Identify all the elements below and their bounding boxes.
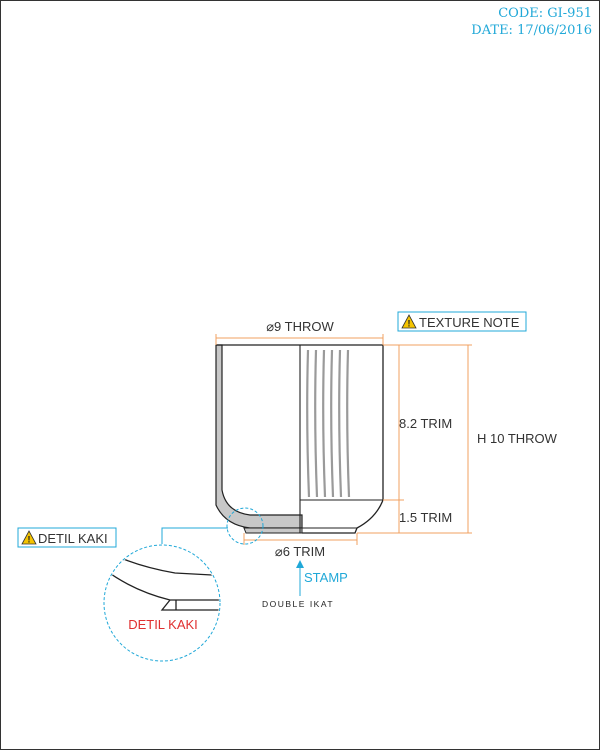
- cup-profile: [215, 344, 384, 534]
- drawing-date: DATE: 17/06/2016: [471, 23, 592, 38]
- texture-note-label: TEXTURE NOTE: [419, 315, 520, 330]
- warning-icon: [401, 314, 417, 329]
- warning-icon: [21, 530, 37, 545]
- drawing-code: CODE: GI-951: [498, 6, 592, 21]
- detail-callout: ! DETIL KAKI DETIL KAKI: [17, 507, 264, 662]
- detail-zoom-label: DETIL KAKI: [128, 617, 198, 632]
- svg-text:!: !: [408, 319, 411, 329]
- label-total-height: H 10 THROW: [477, 431, 558, 446]
- arrow-up-icon: [296, 560, 304, 568]
- svg-text:!: !: [28, 535, 31, 545]
- texture-note-callout: ! TEXTURE NOTE: [397, 311, 527, 332]
- detail-foot-label: DETIL KAKI: [38, 531, 108, 546]
- texture-grooves: [306, 349, 351, 498]
- detail-zoom-circle: [103, 544, 221, 662]
- wall-section: [215, 344, 303, 529]
- brand-logo: DOUBLE IKAT: [262, 599, 334, 609]
- label-foot-trim: 1.5 TRIM: [399, 510, 452, 525]
- foot-section: [243, 527, 303, 534]
- dimension-lines: [215, 334, 472, 545]
- detail-marker: [226, 507, 264, 545]
- label-foot-diameter: ⌀6 TRIM: [275, 544, 325, 559]
- stamp-callout: STAMP DOUBLE IKAT: [262, 560, 348, 609]
- label-top-trim: 8.2 TRIM: [399, 416, 452, 431]
- stamp-label: STAMP: [304, 570, 348, 585]
- label-diameter-throw: ⌀9 THROW: [266, 319, 334, 334]
